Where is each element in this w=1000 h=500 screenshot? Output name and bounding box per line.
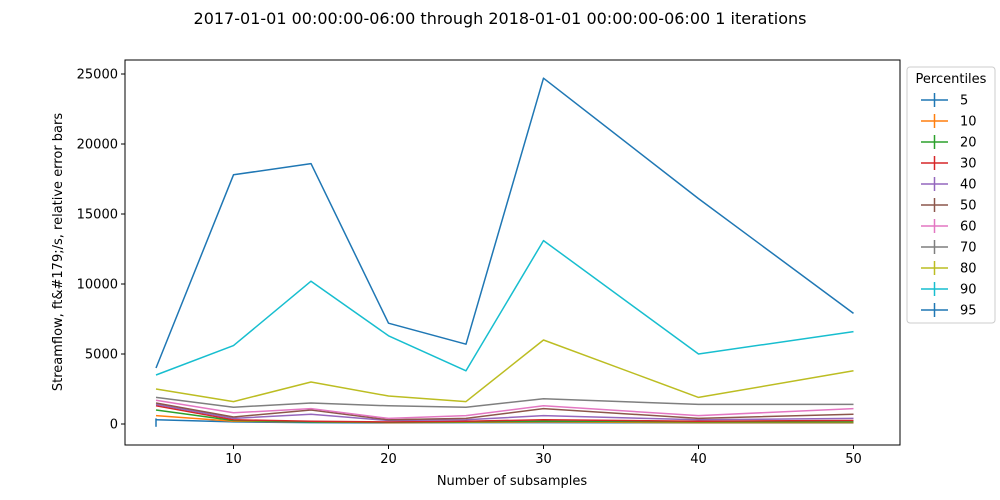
series-line-80	[155, 339, 854, 403]
series-line-60	[155, 399, 854, 420]
legend-label: 70	[960, 241, 977, 256]
legend-item-5: 5	[921, 93, 968, 109]
y-tick-label: 25000	[77, 68, 118, 83]
legend-label: 80	[960, 262, 977, 277]
legend-item-10: 10	[921, 114, 977, 130]
legend-label: 10	[960, 115, 977, 130]
legend: Percentiles 5 10 20 30 40 50 60 70 80 90 95	[906, 66, 996, 324]
legend-label: 50	[960, 199, 977, 214]
legend-label: 5	[960, 94, 968, 109]
legend-label: 40	[960, 178, 977, 193]
x-axis-label: Number of subsamples	[437, 474, 588, 489]
y-axis-label: Streamflow, ft&#179;/s, relative error b…	[51, 113, 66, 391]
series-line-30	[155, 405, 854, 423]
series-line-90	[155, 239, 854, 376]
series-line-70	[155, 396, 854, 408]
x-tick-label: 40	[690, 452, 707, 467]
legend-item-95: 95	[921, 303, 977, 319]
series-line-50	[155, 402, 854, 421]
legend-item-70: 70	[921, 240, 977, 256]
plot-area	[155, 77, 854, 427]
y-tick-label: 5000	[85, 348, 118, 363]
legend-label: 60	[960, 220, 977, 235]
legend-item-80: 80	[921, 261, 977, 277]
y-tick-label: 15000	[77, 208, 118, 223]
legend-item-50: 50	[921, 198, 977, 214]
legend-label: 95	[960, 304, 977, 319]
x-tick-label: 10	[225, 452, 242, 467]
legend-label: 30	[960, 157, 977, 172]
legend-frame	[906, 66, 996, 324]
plot-frame	[124, 59, 901, 446]
legend-item-40: 40	[921, 177, 977, 193]
legend-item-90: 90	[921, 282, 977, 298]
series-line-95	[155, 77, 854, 369]
y-tick-label: 20000	[77, 138, 118, 153]
chart-title: 2017-01-01 00:00:00-06:00 through 2018-0…	[194, 9, 807, 28]
series-line-40	[155, 403, 854, 422]
legend-item-60: 60	[921, 219, 977, 235]
x-tick-label: 20	[380, 452, 397, 467]
legend-label: 20	[960, 136, 977, 151]
legend-item-20: 20	[921, 135, 977, 151]
y-axis: 0 5000 10000 15000 20000 25000	[77, 68, 125, 433]
legend-label: 90	[960, 283, 977, 298]
y-tick-label: 10000	[77, 278, 118, 293]
legend-title: Percentiles	[916, 72, 987, 87]
y-tick-label: 0	[110, 418, 118, 433]
x-tick-label: 50	[845, 452, 862, 467]
x-tick-label: 30	[535, 452, 552, 467]
x-axis: 10 20 30 40 50	[225, 445, 862, 467]
legend-item-30: 30	[921, 156, 977, 172]
